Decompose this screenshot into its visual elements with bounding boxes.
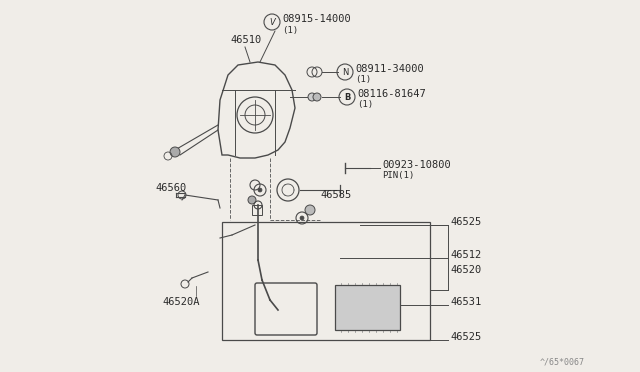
Text: 46525: 46525 [450,217,481,227]
Text: ^/65*0067: ^/65*0067 [540,357,585,366]
Text: 46510: 46510 [230,35,261,45]
Circle shape [305,205,315,215]
Text: 46560: 46560 [155,183,186,193]
Text: 00923-10800: 00923-10800 [382,160,451,170]
Text: 46520: 46520 [450,265,481,275]
Circle shape [170,147,180,157]
Text: V: V [269,17,275,26]
Circle shape [248,196,256,204]
Text: (1): (1) [357,99,373,109]
Text: B: B [344,93,350,102]
Text: N: N [342,67,348,77]
Text: 46585: 46585 [320,190,351,200]
Circle shape [300,216,304,220]
Circle shape [313,93,321,101]
Text: PIN(1): PIN(1) [382,170,414,180]
Bar [252,205,262,215]
Text: 46525: 46525 [450,332,481,342]
Text: (1): (1) [282,26,298,35]
Text: 08116-81647: 08116-81647 [357,89,426,99]
Circle shape [258,188,262,192]
Bar [335,285,400,330]
Text: 46520A: 46520A [162,297,200,307]
Text: 46512: 46512 [450,250,481,260]
Circle shape [308,93,316,101]
Bar [222,222,430,340]
Text: 08911-34000: 08911-34000 [355,64,424,74]
Text: 08915-14000: 08915-14000 [282,14,351,24]
Text: 46531: 46531 [450,297,481,307]
Text: (1): (1) [355,74,371,83]
